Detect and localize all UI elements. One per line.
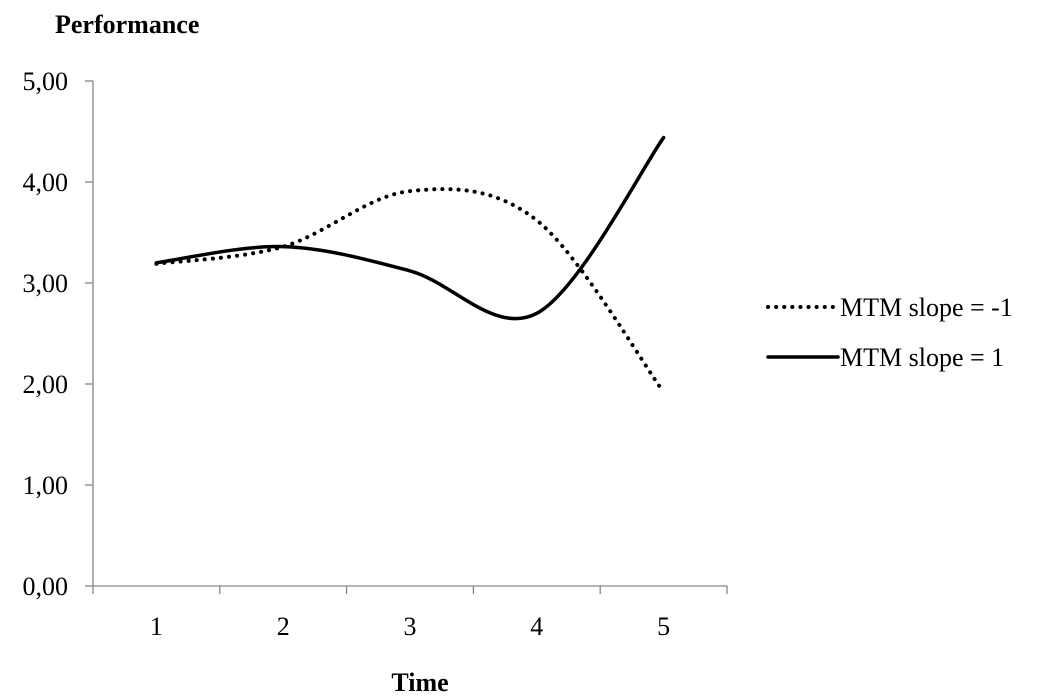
series-line-mtm-slope-neg-1 (154, 187, 666, 395)
x-tick-label: 1 (150, 612, 163, 641)
y-tick-label: 2,00 (23, 370, 69, 399)
x-tick-label: 2 (277, 612, 290, 641)
axes: 0,00 1,00 2,00 3,00 4,00 5,00 1 2 3 4 5 (23, 67, 728, 641)
x-axis-title: Time (391, 668, 448, 695)
y-tick-label: 3,00 (23, 269, 69, 298)
y-tick-label: 5,00 (23, 67, 69, 96)
series-layer (154, 135, 666, 395)
x-tick-label: 3 (404, 612, 417, 641)
y-tick-label: 0,00 (23, 572, 69, 601)
y-axis-title: Performance (55, 10, 199, 39)
y-tick-label: 4,00 (23, 168, 69, 197)
legend-label: MTM slope = -1 (840, 293, 1013, 322)
legend: MTM slope = -1 MTM slope = 1 (766, 293, 1013, 372)
x-tick-label: 4 (530, 612, 543, 641)
series-line-mtm-slope-1 (154, 135, 666, 321)
x-tick-label: 5 (657, 612, 670, 641)
legend-label: MTM slope = 1 (840, 343, 1004, 372)
y-tick-label: 1,00 (23, 471, 69, 500)
